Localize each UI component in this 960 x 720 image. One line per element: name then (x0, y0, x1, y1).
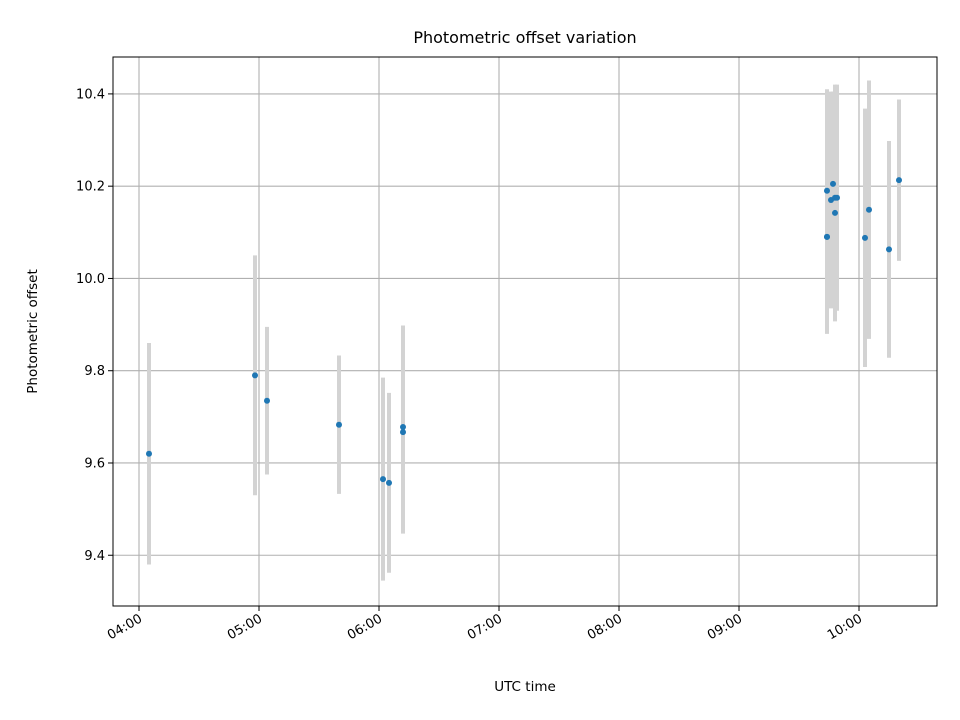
y-tick-label: 9.8 (84, 364, 105, 379)
y-axis-label: Photometric offset (25, 269, 41, 393)
data-point (400, 429, 406, 436)
data-point (886, 246, 892, 253)
y-tick-label: 10.0 (76, 272, 105, 287)
data-point (866, 206, 872, 213)
data-point (824, 233, 830, 240)
data-point (146, 450, 152, 457)
data-point (834, 194, 840, 201)
grid (113, 57, 937, 606)
data-point (386, 479, 392, 486)
data-point (336, 421, 342, 428)
data-point (896, 177, 902, 184)
x-axis-label: UTC time (494, 679, 556, 695)
data-point (380, 476, 386, 483)
data-point (832, 209, 838, 216)
data-point (862, 234, 868, 241)
y-tick-label: 10.2 (76, 180, 105, 195)
plot-frame (112, 56, 938, 607)
y-tick-label: 10.4 (76, 87, 105, 102)
data-points (146, 177, 902, 486)
y-tick-label: 9.4 (84, 549, 105, 564)
data-point (264, 397, 270, 404)
data-point (830, 180, 836, 187)
y-tick-label: 9.6 (84, 456, 105, 471)
data-point (824, 187, 830, 194)
data-point (400, 423, 406, 430)
data-point (252, 372, 258, 379)
chart-title: Photometric offset variation (413, 28, 636, 47)
y-axis: 9.4 9.6 9.8 10.0 10.2 10.4 (76, 87, 113, 564)
